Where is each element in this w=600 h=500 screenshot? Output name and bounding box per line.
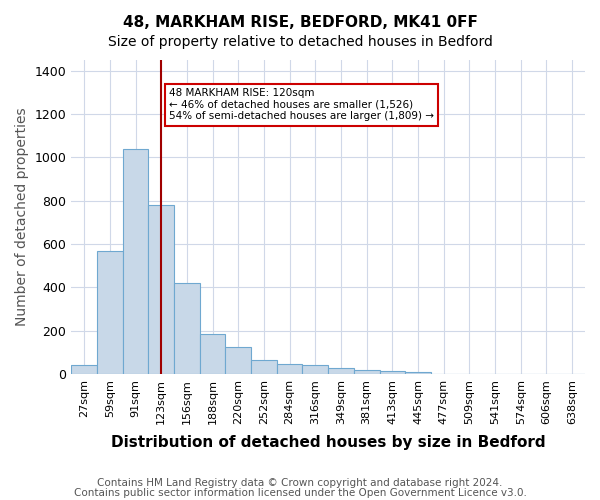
Bar: [226, 347, 251, 374]
Bar: [277, 364, 302, 374]
Text: 48, MARKHAM RISE, BEDFORD, MK41 0FF: 48, MARKHAM RISE, BEDFORD, MK41 0FF: [122, 15, 478, 30]
Bar: [97, 250, 122, 374]
Bar: [174, 283, 200, 374]
Bar: [380, 370, 405, 374]
Bar: [200, 334, 226, 374]
Text: Contains HM Land Registry data © Crown copyright and database right 2024.: Contains HM Land Registry data © Crown c…: [97, 478, 503, 488]
X-axis label: Distribution of detached houses by size in Bedford: Distribution of detached houses by size …: [111, 435, 545, 450]
Y-axis label: Number of detached properties: Number of detached properties: [15, 108, 29, 326]
Bar: [148, 205, 174, 374]
Bar: [122, 149, 148, 374]
Bar: [302, 365, 328, 374]
Bar: [405, 372, 431, 374]
Bar: [328, 368, 354, 374]
Text: Contains public sector information licensed under the Open Government Licence v3: Contains public sector information licen…: [74, 488, 526, 498]
Text: Size of property relative to detached houses in Bedford: Size of property relative to detached ho…: [107, 35, 493, 49]
Text: 48 MARKHAM RISE: 120sqm
← 46% of detached houses are smaller (1,526)
54% of semi: 48 MARKHAM RISE: 120sqm ← 46% of detache…: [169, 88, 434, 122]
Bar: [71, 365, 97, 374]
Bar: [354, 370, 380, 374]
Bar: [251, 360, 277, 374]
